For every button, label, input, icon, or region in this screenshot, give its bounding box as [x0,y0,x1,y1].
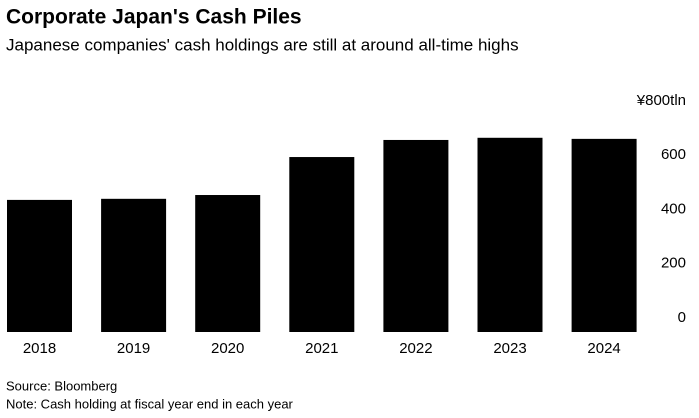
y-tick-label: 600 [661,146,686,163]
bar [571,138,637,332]
bar [383,139,449,332]
x-tick-label: 2024 [587,340,620,357]
x-tick-label: 2018 [23,340,56,357]
bar [7,199,72,332]
y-tick-label: ¥800tln [636,92,686,109]
x-tick-label: 2019 [117,340,150,357]
y-tick-label: 200 [661,255,686,272]
bar [195,195,261,332]
x-tick-label: 2020 [211,340,244,357]
x-tick-label: 2021 [305,340,338,357]
x-tick-label: 2023 [493,340,526,357]
note: Note: Cash holding at fiscal year end in… [6,396,294,411]
bar [101,198,167,332]
y-tick-label: 0 [678,309,686,326]
x-tick-label: 2022 [399,340,432,357]
chart-subtitle: Japanese companies' cash holdings are st… [6,35,519,54]
y-tick-label: 400 [661,200,686,217]
bar [289,157,355,332]
chart-title: Corporate Japan's Cash Piles [6,6,302,29]
bar [477,137,543,332]
source: Source: Bloomberg [6,378,117,393]
